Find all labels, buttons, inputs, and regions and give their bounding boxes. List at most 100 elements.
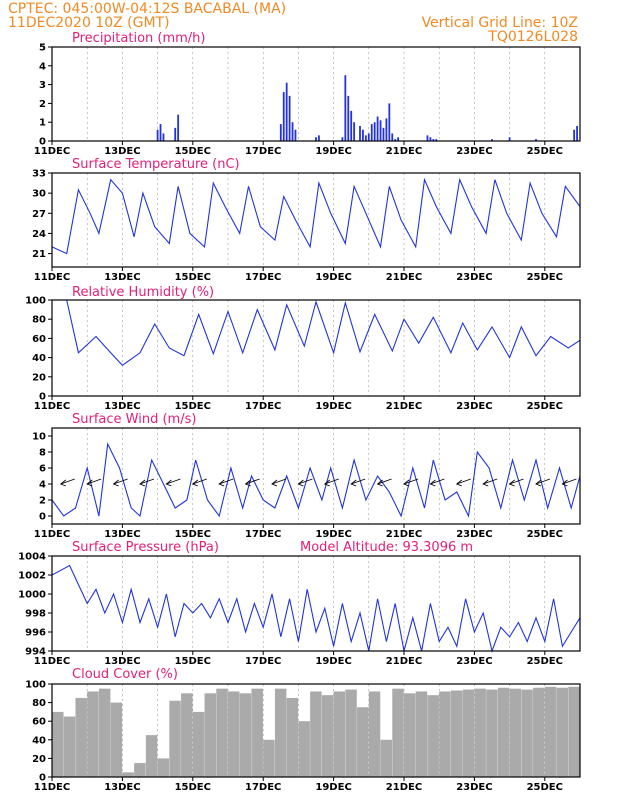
x-tick-label: 13DEC bbox=[104, 272, 140, 283]
x-tick-label: 17DEC bbox=[245, 401, 281, 412]
wind-arrow-head bbox=[323, 479, 331, 487]
precip-bar bbox=[576, 125, 578, 141]
wind-arrow bbox=[139, 478, 155, 485]
y-tick-label: 0 bbox=[39, 392, 46, 403]
cloud-bar bbox=[509, 688, 522, 777]
cloud-bar bbox=[263, 739, 275, 777]
precip-bar bbox=[362, 129, 364, 141]
precip-bar bbox=[159, 124, 162, 141]
y-tick-label: 30 bbox=[32, 189, 46, 200]
cloud-bar bbox=[439, 691, 451, 777]
cloud-bar bbox=[52, 711, 64, 777]
x-tick-label: 17DEC bbox=[245, 782, 281, 793]
x-tick-label: 19DEC bbox=[315, 146, 351, 157]
y-tick-label: 8 bbox=[39, 448, 46, 459]
cloud-bar bbox=[474, 688, 486, 777]
y-tick-label: 80 bbox=[32, 315, 46, 326]
wind-arrow bbox=[219, 478, 234, 485]
cloud-bar bbox=[98, 688, 111, 777]
x-tick-label: 21DEC bbox=[386, 656, 422, 667]
wind-arrow-head bbox=[86, 479, 93, 487]
y-tick-label: 27 bbox=[32, 209, 46, 220]
wind-arrow bbox=[456, 478, 471, 485]
header-date-line: 11DEC2020 10Z (GMT) bbox=[8, 15, 170, 31]
x-tick-label: 15DEC bbox=[175, 401, 211, 412]
panel-title-pressure: Surface Pressure (hPa) bbox=[72, 540, 219, 555]
y-tick-label: 3 bbox=[39, 80, 46, 91]
cloud-bar bbox=[228, 691, 240, 777]
cloud-bar bbox=[274, 688, 287, 777]
y-tick-label: 1000 bbox=[18, 590, 46, 601]
x-tick-label: 23DEC bbox=[456, 529, 492, 540]
wind-arrow bbox=[324, 478, 339, 485]
cloud-bar bbox=[497, 687, 510, 777]
y-tick-label: 21 bbox=[32, 249, 46, 260]
y-tick-label: 100 bbox=[25, 680, 46, 691]
wind-arrow-head bbox=[376, 479, 383, 487]
x-tick-label: 13DEC bbox=[104, 146, 140, 157]
wind-arrow-head bbox=[139, 479, 146, 487]
cloud-bar bbox=[251, 688, 263, 777]
cloud-bar bbox=[122, 772, 134, 777]
header-run-id: TQ0126L028 bbox=[487, 29, 578, 45]
x-tick-label: 17DEC bbox=[245, 146, 281, 157]
x-tick-label: 19DEC bbox=[315, 529, 351, 540]
y-tick-label: 24 bbox=[32, 229, 46, 240]
wind-arrow bbox=[535, 478, 551, 485]
y-tick-label: 33 bbox=[32, 169, 46, 180]
y-tick-label: 2 bbox=[39, 99, 46, 110]
x-tick-label: 25DEC bbox=[527, 656, 563, 667]
wind-arrow-head bbox=[482, 479, 489, 487]
wind-arrow-head bbox=[244, 479, 251, 487]
x-tick-label: 21DEC bbox=[386, 401, 422, 412]
x-tick-label: 21DEC bbox=[386, 146, 422, 157]
wind-arrow bbox=[271, 478, 287, 485]
pressure-model-altitude: Model Altitude: 93.3096 m bbox=[300, 540, 473, 555]
wind-arrow-head bbox=[271, 479, 278, 487]
cloud-bar bbox=[63, 716, 76, 777]
x-tick-label: 13DEC bbox=[104, 656, 140, 667]
precip-bar bbox=[376, 116, 379, 141]
precip-bar bbox=[347, 95, 350, 141]
wind-arrow bbox=[60, 478, 75, 485]
cloud-bar bbox=[380, 739, 393, 777]
precip-bar bbox=[397, 137, 400, 141]
precip-bar bbox=[573, 129, 576, 141]
wind-arrow-head bbox=[508, 479, 515, 487]
cloud-bar bbox=[345, 689, 357, 777]
y-tick-label: 1002 bbox=[18, 571, 46, 582]
precip-bar bbox=[288, 95, 291, 141]
cloud-bar bbox=[310, 691, 322, 777]
cloud-bar bbox=[392, 688, 404, 777]
precip-bar bbox=[432, 139, 435, 141]
precip-bar bbox=[341, 137, 344, 141]
wind-arrow bbox=[377, 478, 392, 485]
x-tick-label: 25DEC bbox=[527, 146, 563, 157]
cloud-bar bbox=[357, 707, 369, 777]
precip-bar bbox=[285, 82, 288, 141]
panel-frame bbox=[51, 46, 581, 142]
x-tick-label: 25DEC bbox=[527, 401, 563, 412]
wind-arrow bbox=[166, 478, 181, 485]
x-tick-label: 11DEC bbox=[34, 782, 70, 793]
cloud-bar bbox=[169, 700, 181, 777]
x-tick-label: 15DEC bbox=[175, 272, 211, 283]
y-tick-label: 100 bbox=[25, 296, 46, 307]
x-tick-label: 11DEC bbox=[34, 656, 70, 667]
precip-bar bbox=[364, 135, 367, 141]
cloud-bar bbox=[544, 686, 557, 777]
x-tick-label: 15DEC bbox=[175, 529, 211, 540]
cloud-bar bbox=[75, 697, 87, 777]
wind-arrow-head bbox=[561, 479, 568, 487]
x-tick-label: 21DEC bbox=[386, 782, 422, 793]
precip-bar bbox=[435, 139, 438, 141]
cloud-bar bbox=[486, 689, 498, 777]
precip-bar bbox=[282, 92, 285, 141]
cloud-bar bbox=[415, 691, 428, 777]
cloud-bar bbox=[298, 721, 310, 777]
wind-arrow-head bbox=[218, 479, 225, 487]
precip-bar bbox=[394, 139, 397, 141]
wind-arrow-head bbox=[429, 479, 436, 487]
x-tick-label: 19DEC bbox=[315, 401, 351, 412]
precip-bar bbox=[429, 137, 432, 141]
